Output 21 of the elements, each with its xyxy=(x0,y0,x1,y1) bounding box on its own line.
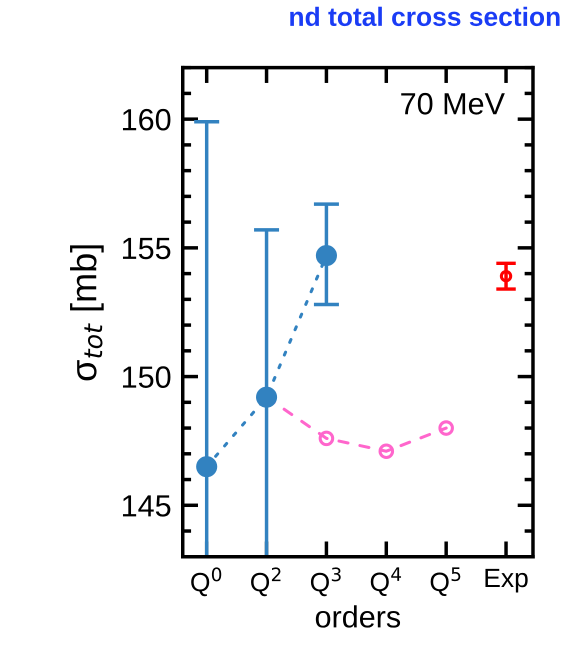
point xyxy=(196,456,218,478)
point xyxy=(438,420,454,436)
x-axis-title: orders xyxy=(316,605,400,628)
y-tick-label: 160 xyxy=(122,108,170,131)
x-tick-label: Q$^{3}$ xyxy=(310,567,341,596)
chart-title: nd total cross section xyxy=(290,6,560,26)
x-tick-label: Q$^{2}$ xyxy=(251,567,280,596)
point xyxy=(318,430,334,446)
annotation: 70 MeV xyxy=(401,92,505,115)
y-axis-title: σ$_{tot}$ [mb] xyxy=(70,245,104,380)
point xyxy=(316,245,337,266)
point xyxy=(378,443,394,460)
y-tick-label: 155 xyxy=(122,238,170,260)
y-tick-label: 145 xyxy=(122,495,170,517)
point xyxy=(256,386,278,408)
point xyxy=(500,270,512,282)
x-tick-label: Exp xyxy=(485,568,528,592)
y-tick-label: 150 xyxy=(122,366,170,388)
x-tick-label: Q$^{5}$ xyxy=(430,567,460,596)
x-tick-label: Q$^{0}$ xyxy=(191,567,222,596)
x-tick-label: Q$^{4}$ xyxy=(370,567,402,596)
